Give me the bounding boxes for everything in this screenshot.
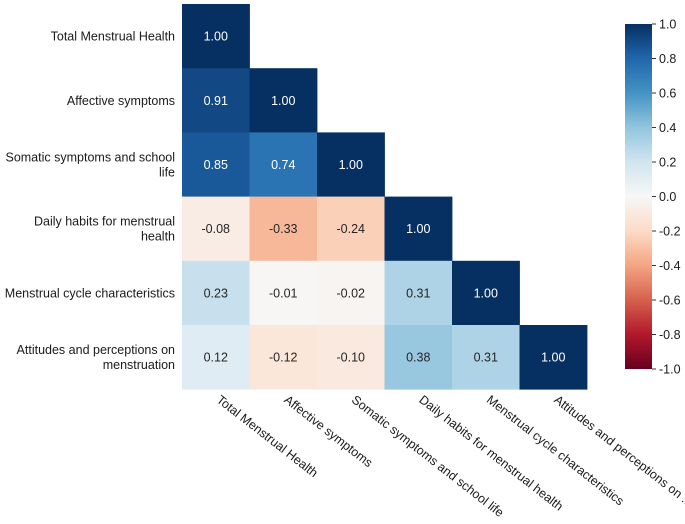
cell-value-label: 1.00 [406, 222, 430, 236]
row-label: Total Menstrual Health [51, 30, 175, 44]
row-label: Attitudes and perceptions on menstruation [17, 343, 175, 372]
heatmap-cell [182, 196, 250, 262]
heatmap-cell [317, 325, 385, 390]
heatmap-cell [384, 196, 453, 262]
cell-value-label: -0.33 [269, 222, 298, 236]
heatmap-cell [182, 325, 250, 390]
row-label: Somatic symptoms and school life [5, 151, 175, 180]
heatmap-cell [452, 325, 520, 390]
cell-value-label: 0.12 [204, 351, 228, 365]
cell-value-label: 1.00 [474, 286, 498, 300]
heatmap-cell [384, 325, 453, 390]
colorbar-tick-label: 0.6 [659, 87, 676, 101]
cell-value-label: -0.24 [337, 222, 366, 236]
heatmap-cell [317, 260, 385, 326]
cell-value-label: -0.10 [337, 351, 366, 365]
row-label: Affective symptoms [67, 94, 175, 108]
row-labels: Total Menstrual Health Affective symptoms… [5, 30, 175, 373]
cell-value-label: 0.74 [271, 158, 295, 172]
colorbar-tick-label: -0.4 [659, 259, 681, 273]
row-label: Menstrual cycle characteristics [5, 286, 175, 300]
cell-value-label: -0.02 [337, 286, 366, 300]
colorbar-tick-label: -0.2 [659, 225, 681, 239]
heatmap-cell [182, 4, 250, 69]
cell-value-label: 0.31 [474, 351, 498, 365]
row-label: Daily habits for menstrual health [34, 215, 175, 244]
cell-value-label: 0.31 [406, 286, 430, 300]
column-label: Daily habits for menstrual health [416, 393, 565, 514]
heatmap-cell [452, 260, 520, 326]
column-label: Menstrual cycle characteristics [484, 393, 627, 509]
colorbar-tick-label: -0.6 [659, 294, 681, 308]
cell-value-label: 1.00 [204, 30, 228, 44]
heatmap-cell [317, 196, 385, 262]
heatmap-cell [249, 132, 318, 197]
cell-value-label: 1.00 [541, 351, 565, 365]
cell-value-label: 0.91 [204, 94, 228, 108]
colorbar-gradient [625, 24, 652, 369]
colorbar-tick-label: 1.0 [659, 18, 676, 32]
cell-value-label: -0.08 [202, 222, 231, 236]
heatmap-cell [249, 260, 318, 326]
cell-value-label: 1.00 [339, 158, 363, 172]
colorbar-ticks: 1.0 0.8 0.6 0.4 0.2 0.0 -0.2 -0.4 -0.6 -0.8 -1.0 [652, 18, 681, 377]
cell-value-label: -0.12 [269, 351, 298, 365]
colorbar-tick-label: -0.8 [659, 328, 681, 342]
heatmap-cell [249, 325, 318, 390]
heatmap-cell [182, 260, 250, 326]
heatmap-cell [182, 132, 250, 197]
cell-value-label: 0.85 [204, 158, 228, 172]
heatmap-cell [317, 132, 385, 197]
cell-value-label: 1.00 [271, 94, 295, 108]
colorbar: 1.0 0.8 0.6 0.4 0.2 0.0 -0.2 -0.4 -0.6 -0.8 -1.0 [625, 18, 681, 377]
heatmap-cell [182, 68, 250, 133]
heatmap-cell [249, 196, 318, 262]
colorbar-tick-label: -1.0 [659, 363, 681, 377]
cell-value-label: 0.23 [204, 286, 228, 300]
cell-value-label: -0.01 [269, 286, 298, 300]
colorbar-tick-label: 0.8 [659, 52, 676, 66]
heatmap-cells: 1.00 0.91 1.00 0.85 0.74 1.00 -0.08 -0.33 -0.24 1… [182, 4, 588, 390]
heatmap-cell [519, 325, 588, 390]
heatmap-cell [249, 68, 318, 133]
colorbar-tick-label: 0.4 [659, 121, 676, 135]
cell-value-label: 0.38 [406, 351, 430, 365]
colorbar-tick-label: 0.0 [659, 190, 676, 204]
heatmap-cell [384, 260, 453, 326]
colorbar-tick-label: 0.2 [659, 156, 676, 170]
